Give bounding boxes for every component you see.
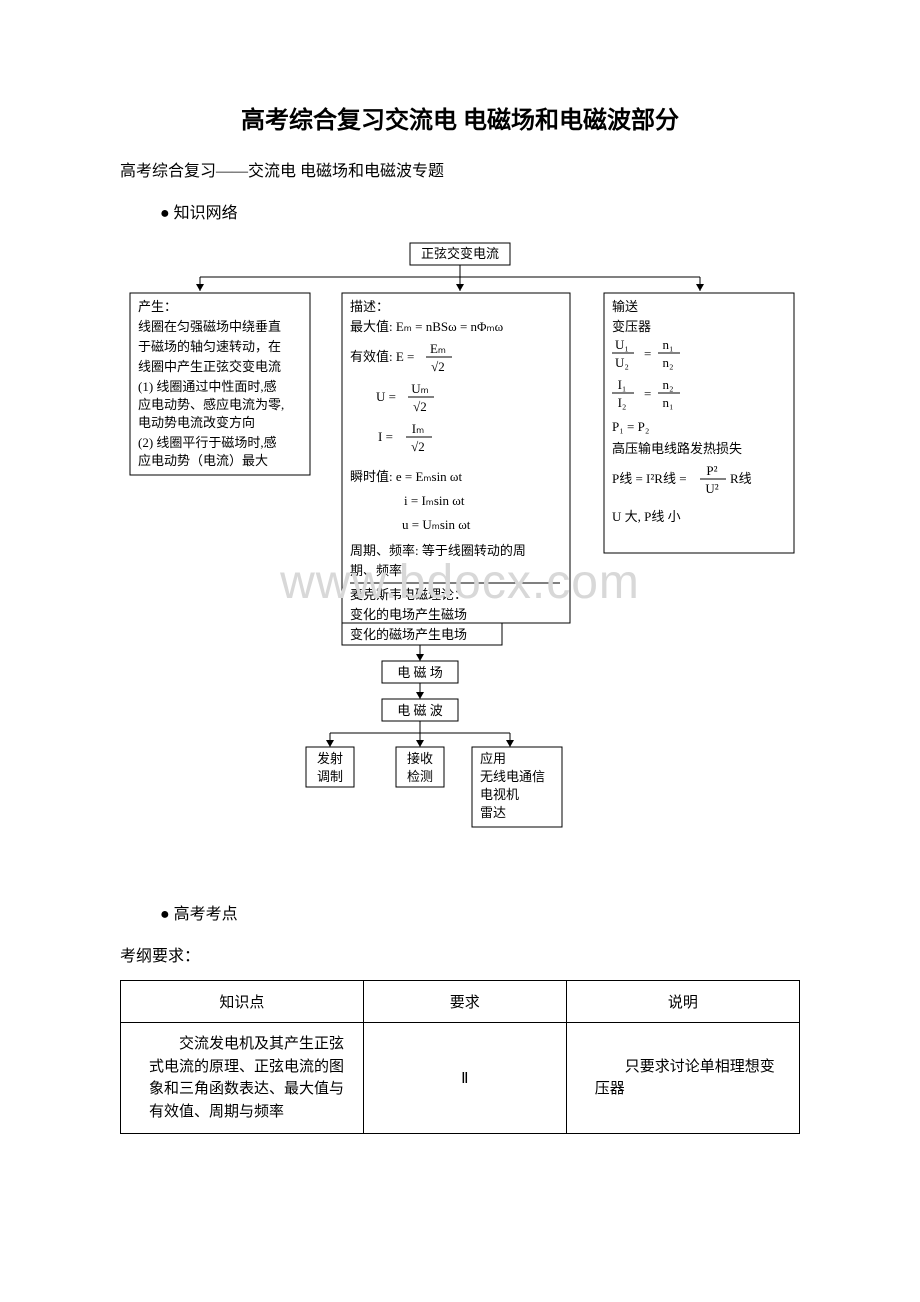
- svg-text:电 磁 波: 电 磁 波: [397, 703, 443, 718]
- svg-text:电视机: 电视机: [480, 787, 519, 802]
- svg-text:最大值: Eₘ = nBSω = nΦₘω: 最大值: Eₘ = nBSω = nΦₘω: [350, 319, 504, 334]
- svg-text:=: =: [644, 346, 651, 361]
- svg-text:R线: R线: [730, 471, 752, 486]
- svg-text:=: =: [644, 386, 651, 401]
- svg-text:检测: 检测: [407, 769, 433, 784]
- svg-text:P线 = I²R线 =: P线 = I²R线 =: [612, 471, 687, 486]
- svg-text:接收: 接收: [407, 751, 433, 766]
- svg-text:发射: 发射: [317, 751, 343, 766]
- svg-text:√2: √2: [413, 399, 427, 414]
- th-requirement: 要求: [363, 981, 566, 1023]
- svg-text:应电动势、感应电流为零,: 应电动势、感应电流为零,: [138, 397, 284, 412]
- svg-text:高压输电线路发热损失: 高压输电线路发热损失: [612, 441, 742, 456]
- bullet-network: ● 知识网络: [160, 199, 830, 223]
- svg-text:Iₘ: Iₘ: [412, 421, 424, 436]
- svg-text:有效值: E =: 有效值: E =: [350, 349, 414, 364]
- svg-text:(2) 线圈平行于磁场时,感: (2) 线圈平行于磁场时,感: [138, 435, 277, 450]
- svg-text:n₁: n₁: [662, 395, 673, 410]
- th-note: 说明: [566, 981, 799, 1023]
- svg-text:Eₘ: Eₘ: [430, 341, 446, 356]
- subtitle: 高考综合复习——交流电 电磁场和电磁波专题: [120, 157, 830, 181]
- svg-text:U₂: U₂: [615, 355, 629, 370]
- svg-text:变压器: 变压器: [612, 319, 651, 334]
- svg-text:周期、频率: 等于线圈转动的周: 周期、频率: 等于线圈转动的周: [350, 543, 526, 558]
- svg-text:U₁: U₁: [615, 337, 629, 352]
- svg-text:n₁: n₁: [662, 337, 673, 352]
- svg-text:U²: U²: [705, 481, 718, 496]
- svg-text:I₂: I₂: [618, 395, 627, 410]
- th-knowledge: 知识点: [121, 981, 364, 1023]
- svg-text:√2: √2: [411, 439, 425, 454]
- svg-text:瞬时值: e = Eₘsin ωt: 瞬时值: e = Eₘsin ωt: [350, 469, 462, 484]
- syllabus-table: 知识点 要求 说明 交流发电机及其产生正弦式电流的原理、正弦电流的图象和三角函数…: [120, 980, 800, 1134]
- svg-text:雷达: 雷达: [480, 805, 506, 820]
- svg-text:P²: P²: [706, 463, 717, 478]
- svg-text:期、频率: 期、频率: [350, 563, 402, 578]
- cell-knowledge: 交流发电机及其产生正弦式电流的原理、正弦电流的图象和三角函数表达、最大值与有效值…: [131, 1033, 353, 1123]
- svg-text:I₁: I₁: [618, 377, 627, 392]
- svg-text:变化的电场产生磁场: 变化的电场产生磁场: [350, 607, 467, 622]
- svg-text:线圈中产生正弦交变电流: 线圈中产生正弦交变电流: [138, 359, 281, 374]
- page-title: 高考综合复习交流电 电磁场和电磁波部分: [90, 100, 830, 135]
- cell-note: 只要求讨论单相理想变压器: [577, 1056, 789, 1101]
- svg-text:Uₘ: Uₘ: [411, 381, 429, 396]
- diagram-root: 正弦交变电流: [421, 246, 499, 261]
- svg-text:产生：: 产生：: [138, 299, 177, 314]
- svg-text:无线电通信: 无线电通信: [480, 769, 545, 784]
- knowledge-diagram: 正弦交变电流 产生： 线圈在匀强磁场中绕垂直 于磁场的轴匀速转动，在 线圈中产生…: [120, 237, 830, 882]
- table-header-row: 知识点 要求 说明: [121, 981, 800, 1023]
- table-row: 交流发电机及其产生正弦式电流的原理、正弦电流的图象和三角函数表达、最大值与有效值…: [121, 1023, 800, 1134]
- svg-text:于磁场的轴匀速转动，在: 于磁场的轴匀速转动，在: [138, 339, 281, 354]
- svg-text:调制: 调制: [317, 769, 343, 784]
- svg-text:n₂: n₂: [662, 377, 673, 392]
- syllabus-label: 考纲要求：: [120, 942, 830, 966]
- svg-text:i = Iₘsin ωt: i = Iₘsin ωt: [404, 493, 465, 508]
- svg-text:线圈在匀强磁场中绕垂直: 线圈在匀强磁场中绕垂直: [138, 319, 281, 334]
- svg-text:描述：: 描述：: [350, 299, 389, 314]
- svg-text:n₂: n₂: [662, 355, 673, 370]
- svg-text:输送: 输送: [612, 299, 638, 314]
- svg-text:(1) 线圈通过中性面时,感: (1) 线圈通过中性面时,感: [138, 379, 277, 394]
- svg-text:麦克斯韦电磁理论：: 麦克斯韦电磁理论：: [350, 587, 467, 602]
- svg-text:U 大, P线 小: U 大, P线 小: [612, 509, 681, 524]
- svg-text:应用: 应用: [480, 751, 506, 766]
- cell-requirement: Ⅱ: [363, 1023, 566, 1134]
- svg-text:u = Uₘsin ωt: u = Uₘsin ωt: [402, 517, 471, 532]
- svg-text:P₁ = P₂: P₁ = P₂: [612, 419, 649, 434]
- svg-text:√2: √2: [431, 359, 445, 374]
- svg-text:U =: U =: [376, 389, 396, 404]
- svg-text:电 磁 场: 电 磁 场: [397, 665, 443, 680]
- svg-text:应电动势（电流）最大: 应电动势（电流）最大: [138, 453, 268, 468]
- svg-text:I =: I =: [378, 429, 393, 444]
- svg-text:变化的磁场产生电场: 变化的磁场产生电场: [350, 627, 467, 642]
- svg-text:电动势电流改变方向: 电动势电流改变方向: [138, 415, 255, 430]
- bullet-exam: ● 高考考点: [160, 900, 830, 924]
